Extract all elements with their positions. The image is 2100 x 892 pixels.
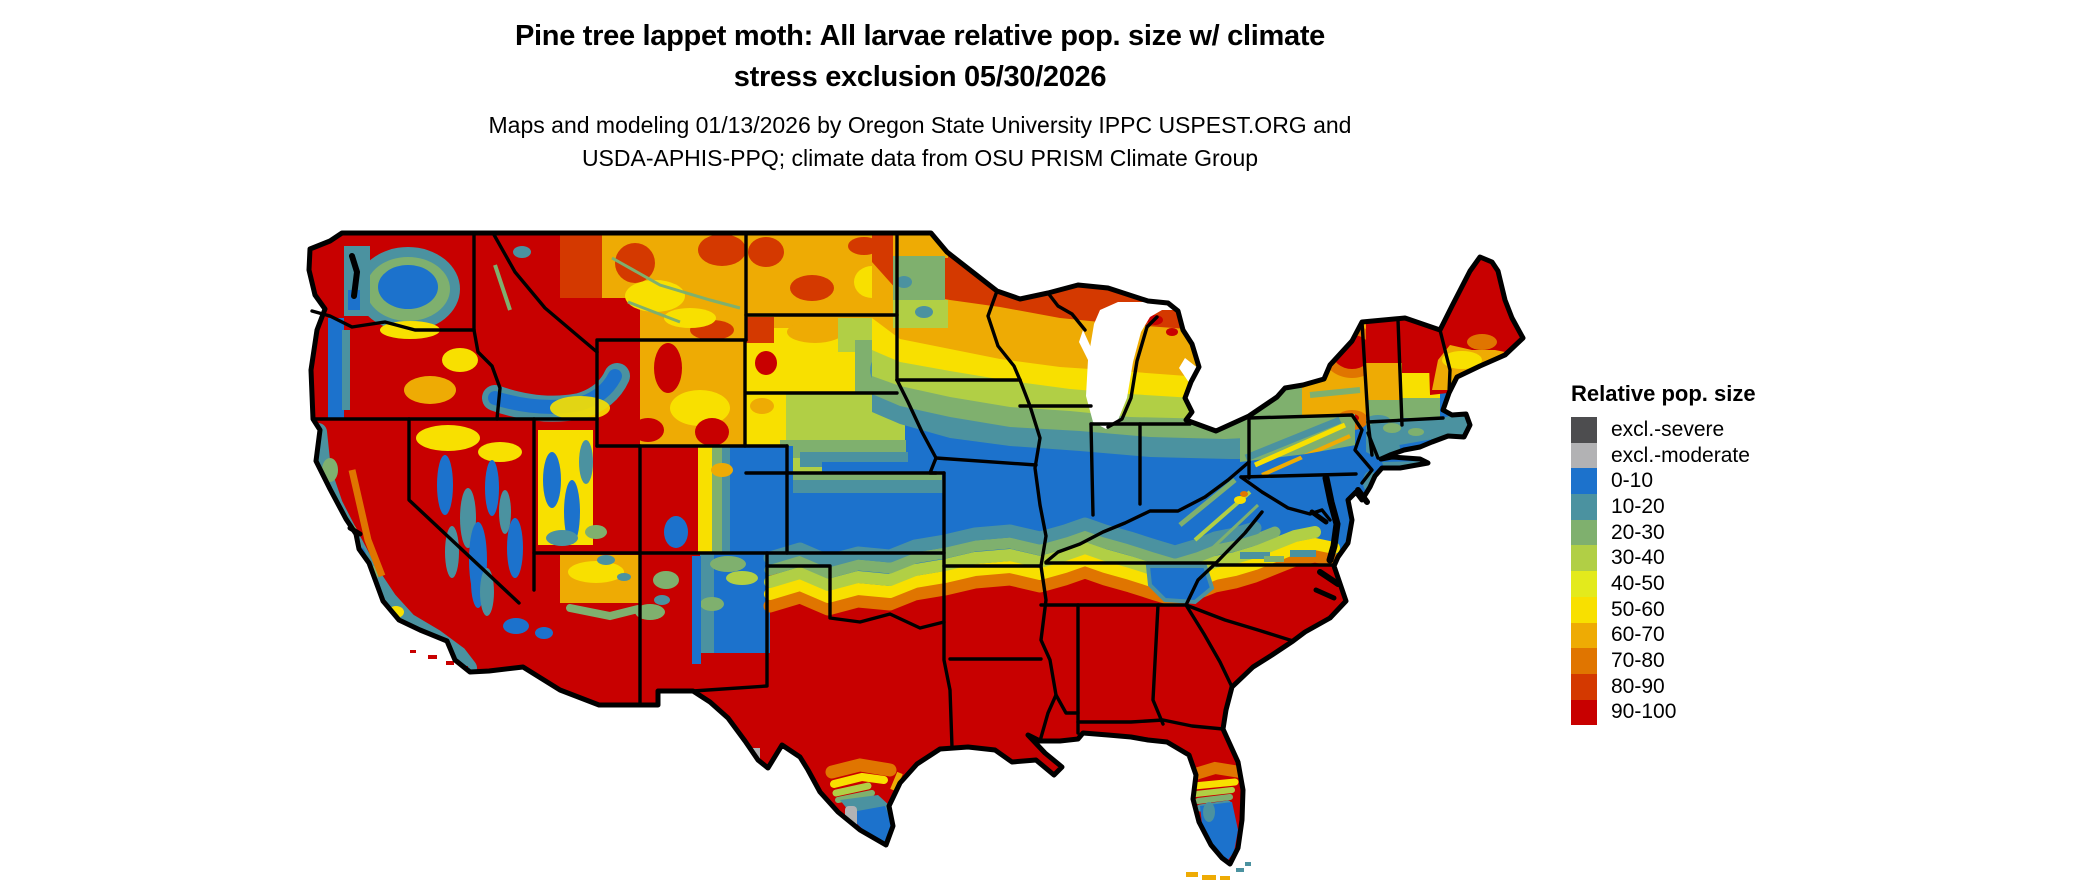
legend-label: 40-50 — [1611, 571, 1665, 595]
lake-michigan — [1086, 302, 1176, 429]
lake-superior — [947, 225, 1192, 311]
legend-label: 10-20 — [1611, 494, 1665, 518]
san-francisco-bay — [347, 525, 363, 537]
subtitle-line1: Maps and modeling 01/13/2026 by Oregon S… — [488, 112, 1352, 138]
subtitle: Maps and modeling 01/13/2026 by Oregon S… — [0, 109, 1840, 175]
delaware-bay — [1355, 487, 1370, 505]
albemarle-sound — [1313, 587, 1337, 601]
legend-swatch — [1571, 519, 1597, 546]
legend-label: 90-100 — [1611, 700, 1677, 724]
legend-label: excl.-moderate — [1611, 443, 1750, 467]
legend-swatch — [1571, 468, 1597, 495]
legend-label: 30-40 — [1611, 546, 1665, 570]
legend-swatch — [1571, 673, 1597, 700]
legend-item: 30-40 — [1571, 545, 1756, 572]
legend-item: 20-30 — [1571, 519, 1756, 546]
pamlico-sound — [1317, 569, 1341, 587]
legend-swatch — [1571, 417, 1597, 443]
puget-sound — [349, 253, 361, 299]
legend-title: Relative pop. size — [1571, 381, 1756, 406]
legend-label: 50-60 — [1611, 597, 1665, 621]
legend-label: excl.-severe — [1611, 417, 1725, 441]
legend-item: 0-10 — [1571, 468, 1756, 495]
legend-item: 60-70 — [1571, 622, 1756, 649]
potomac-river — [1309, 509, 1329, 525]
legend-swatch — [1571, 622, 1597, 649]
subtitle-line2: USDA-APHIS-PPQ; climate data from OSU PR… — [581, 145, 1259, 171]
great-lakes — [947, 225, 1199, 429]
legend-label: 60-70 — [1611, 623, 1665, 647]
national-outline — [306, 230, 1526, 867]
legend-item: excl.-severe — [1571, 417, 1756, 443]
chesapeake-bay — [1322, 474, 1341, 564]
legend-item: 90-100 — [1571, 699, 1756, 726]
legend: Relative pop. size excl.-severe excl.-mod… — [1571, 381, 1756, 726]
legend-swatch — [1571, 699, 1597, 726]
legend-swatch — [1571, 596, 1597, 623]
legend-swatch — [1571, 648, 1597, 674]
legend-swatch — [1571, 545, 1597, 572]
legend-item: 10-20 — [1571, 494, 1756, 520]
legend-item: 50-60 — [1571, 596, 1756, 623]
legend-swatch — [1571, 494, 1597, 520]
map-title-line1: Pine tree lappet moth: All larvae relati… — [514, 20, 1326, 52]
green-bay — [1079, 330, 1093, 362]
inland-waters — [347, 253, 1370, 601]
legend-label: 0-10 — [1611, 469, 1654, 493]
map-title-line2: stress exclusion 05/30/2026 — [733, 61, 1107, 93]
legend-item: 80-90 — [1571, 673, 1756, 700]
legend-label: 70-80 — [1611, 649, 1665, 673]
legend-item: excl.-moderate — [1571, 442, 1756, 469]
header: Pine tree lappet moth: All larvae relati… — [0, 16, 1840, 175]
legend-items: excl.-severe excl.-moderate 0-10 10-20 20-30… — [1571, 417, 1756, 726]
legend-item: 40-50 — [1571, 571, 1756, 597]
legend-label: 80-90 — [1611, 674, 1665, 698]
legend-label: 20-30 — [1611, 520, 1665, 544]
legend-item: 70-80 — [1571, 648, 1756, 674]
legend-swatch — [1571, 442, 1597, 469]
saginaw-bay — [1179, 358, 1199, 384]
state-borders — [310, 231, 1452, 749]
florida-keys — [1186, 862, 1251, 880]
legend-swatch — [1571, 571, 1597, 597]
